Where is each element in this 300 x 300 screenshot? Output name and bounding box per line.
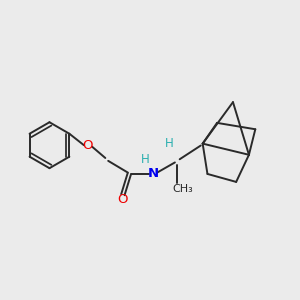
Text: O: O <box>82 139 93 152</box>
Text: O: O <box>118 193 128 206</box>
Text: H: H <box>165 137 173 150</box>
Text: N: N <box>148 167 159 180</box>
Text: H: H <box>141 153 150 166</box>
Text: CH₃: CH₃ <box>172 184 193 194</box>
